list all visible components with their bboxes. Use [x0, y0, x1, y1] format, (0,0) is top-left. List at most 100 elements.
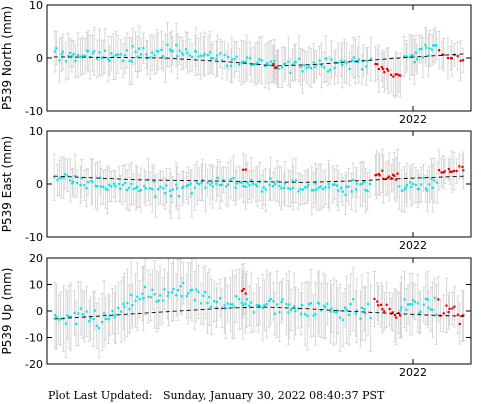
- data-point: [336, 309, 340, 312]
- data-point: [57, 318, 60, 321]
- data-point: [98, 51, 101, 54]
- data-point: [364, 189, 367, 192]
- data-point: [390, 177, 393, 180]
- data-point: [410, 185, 413, 189]
- data-point: [180, 52, 184, 55]
- data-point: [160, 48, 163, 52]
- data-point: [427, 54, 430, 57]
- data-point: [93, 50, 96, 53]
- data-point: [285, 303, 288, 306]
- data-point: [64, 60, 67, 63]
- data-point: [104, 187, 107, 190]
- data-point: [383, 70, 386, 74]
- data-point: [306, 314, 309, 317]
- data-point: [102, 185, 105, 189]
- data-point: [397, 311, 400, 315]
- data-point: [432, 44, 435, 47]
- data-point: [307, 183, 310, 186]
- data-point: [83, 54, 87, 57]
- data-point: [161, 299, 164, 302]
- data-point: [345, 308, 348, 311]
- data-point: [251, 182, 255, 185]
- data-point: [182, 53, 185, 56]
- data-point: [278, 184, 281, 187]
- data-point: [442, 171, 445, 174]
- data-point: [420, 47, 423, 51]
- data-point: [175, 44, 178, 47]
- data-point: [395, 316, 398, 319]
- data-point: [359, 183, 362, 186]
- y-tick-label: 20: [29, 252, 43, 265]
- data-point: [240, 181, 243, 184]
- data-point: [398, 185, 401, 188]
- data-point: [114, 54, 118, 57]
- panel-1: 10 0 -10 2022 P539 North (mm): [0, 0, 472, 126]
- data-point: [413, 60, 416, 64]
- data-point: [242, 184, 245, 188]
- data-point: [289, 71, 292, 74]
- data-point: [224, 307, 227, 310]
- data-point: [410, 54, 413, 57]
- data-point: [161, 55, 165, 58]
- data-point: [305, 66, 308, 69]
- data-point: [242, 288, 245, 291]
- data-point: [151, 288, 154, 291]
- data-point: [447, 311, 450, 314]
- data-point: [155, 300, 158, 303]
- y-axis-label: P539 North (mm): [0, 6, 14, 110]
- data-point: [374, 62, 377, 66]
- data-point: [234, 186, 237, 189]
- data-point: [352, 56, 355, 59]
- data-point: [424, 297, 427, 301]
- data-point: [322, 187, 325, 191]
- data-point: [171, 49, 174, 52]
- data-point: [77, 312, 80, 315]
- data-point: [293, 61, 296, 64]
- data-point: [94, 184, 97, 187]
- data-point: [202, 54, 205, 57]
- data-point: [204, 186, 207, 189]
- data-point: [231, 303, 234, 306]
- data-point: [366, 302, 370, 306]
- data-point: [381, 67, 385, 71]
- data-point: [405, 183, 409, 187]
- data-point: [58, 59, 61, 62]
- data-point: [117, 306, 120, 310]
- data-point: [200, 302, 203, 305]
- data-point: [69, 179, 72, 182]
- data-point: [431, 308, 434, 311]
- data-point: [212, 300, 216, 303]
- data-point: [424, 187, 427, 190]
- data-point: [433, 179, 436, 182]
- data-point: [256, 185, 259, 188]
- data-point: [435, 313, 438, 316]
- data-point: [422, 303, 425, 306]
- data-point: [175, 183, 178, 186]
- data-point: [204, 290, 207, 294]
- data-point: [382, 177, 385, 180]
- data-point: [378, 174, 381, 177]
- trend-line: [53, 175, 466, 183]
- data-point: [238, 298, 241, 301]
- data-point: [112, 55, 115, 58]
- data-point: [339, 316, 342, 319]
- data-point: [391, 311, 394, 314]
- data-point: [267, 64, 271, 67]
- data-point: [428, 183, 431, 186]
- data-point: [100, 320, 104, 324]
- data-point: [260, 59, 263, 62]
- data-point: [282, 186, 286, 189]
- y-tick-label: 10: [29, 279, 43, 292]
- data-point: [85, 186, 88, 190]
- data-point: [96, 185, 99, 188]
- data-point: [235, 55, 238, 58]
- data-point: [163, 288, 166, 291]
- data-point: [440, 171, 443, 174]
- data-point: [293, 304, 296, 308]
- data-point: [175, 294, 178, 297]
- data-point: [287, 311, 290, 314]
- data-point: [240, 301, 243, 304]
- data-point: [407, 303, 410, 306]
- data-point: [102, 312, 106, 315]
- data-point: [294, 179, 297, 182]
